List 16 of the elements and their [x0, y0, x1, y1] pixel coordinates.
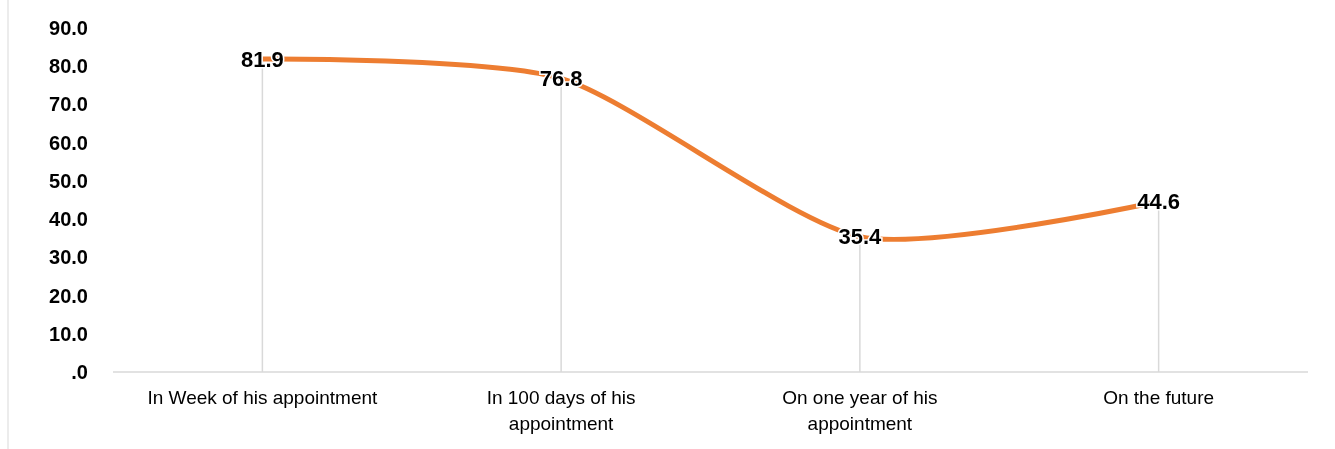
y-tick-label: 20.0: [49, 284, 88, 307]
y-tick-label: 40.0: [49, 208, 88, 231]
data-label: 44.6: [1137, 189, 1181, 215]
y-tick-label: 70.0: [49, 93, 88, 116]
y-tick-label: 60.0: [49, 131, 88, 154]
x-tick-label: On the future: [1103, 387, 1215, 408]
data-label: 81.9: [240, 46, 284, 72]
y-tick-label: 10.0: [49, 322, 88, 345]
y-tick-label: 90.0: [49, 17, 88, 39]
y-tick-label: .0: [71, 361, 88, 383]
y-tick-label: 80.0: [49, 55, 88, 78]
x-tick-label: In 100 days of his appointment: [486, 387, 636, 434]
y-tick-label: 30.0: [49, 246, 88, 269]
x-tick-label: On one year of his appointment: [782, 387, 938, 434]
y-tick-label: 50.0: [49, 169, 88, 192]
x-tick-label: In Week of his appointment: [147, 387, 379, 408]
